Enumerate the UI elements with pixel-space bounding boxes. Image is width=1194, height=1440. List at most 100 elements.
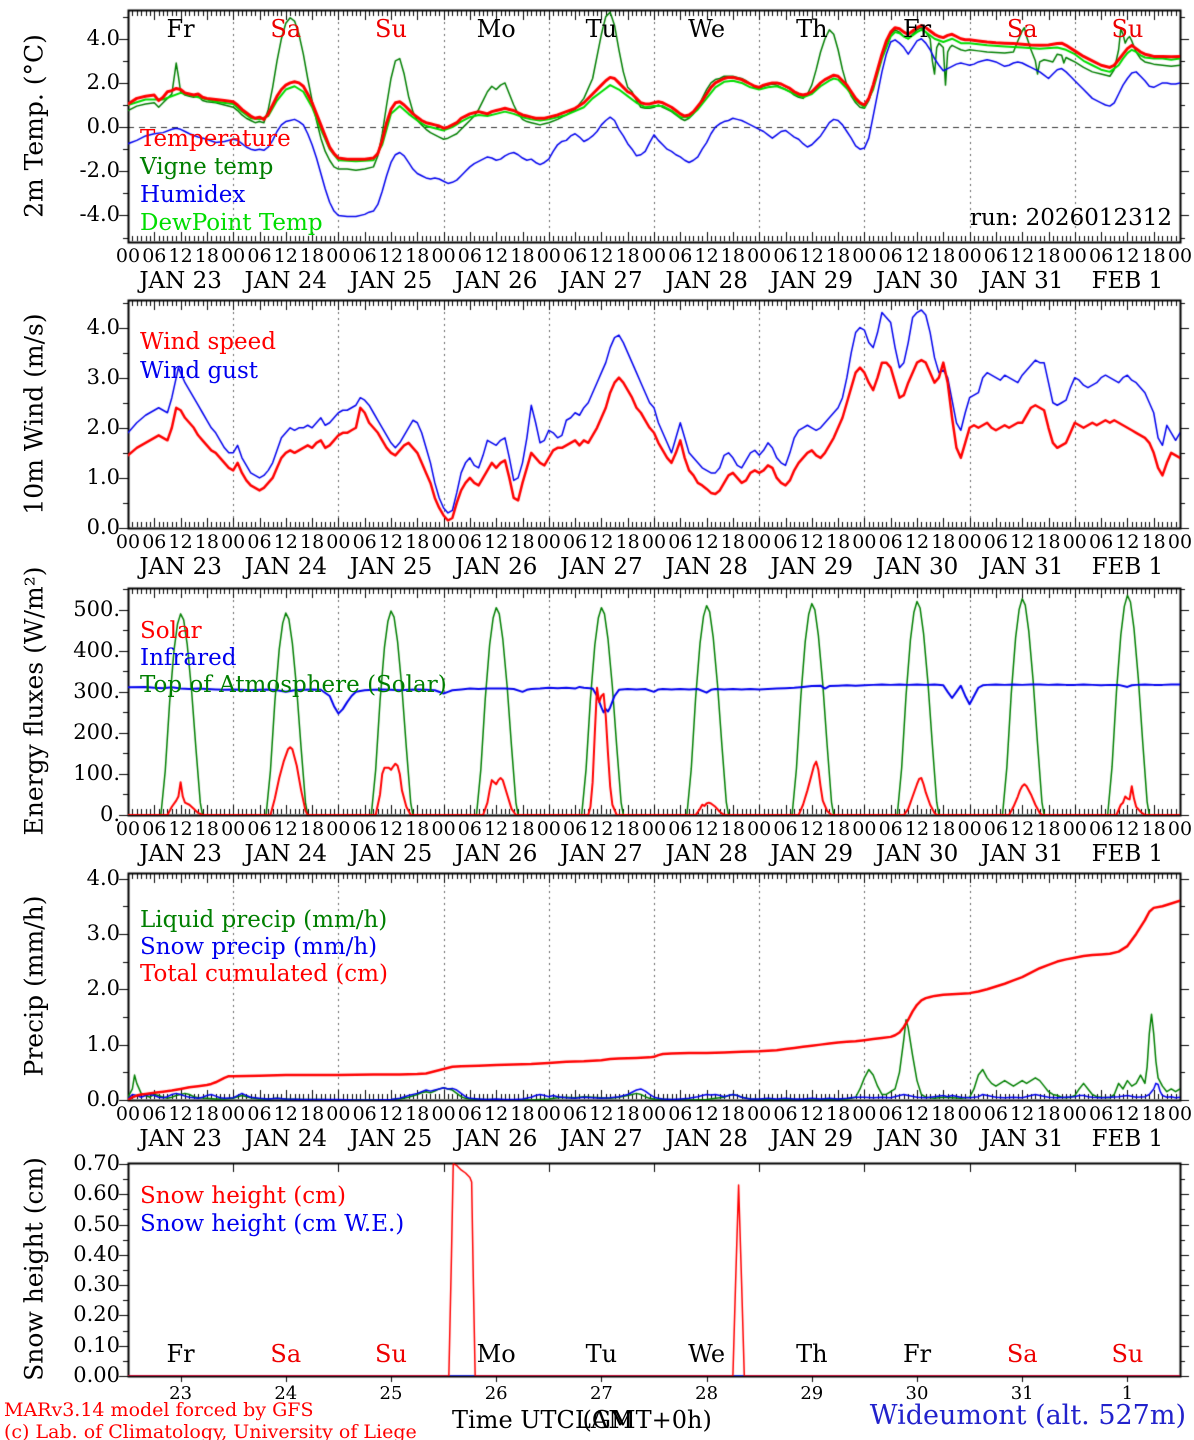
hour-label: 06 [457, 1103, 482, 1125]
hour-label: 18 [1036, 818, 1061, 840]
date-label: JAN 23 [139, 554, 222, 580]
hour-label: 18 [931, 1103, 956, 1125]
hour-label: 06 [563, 1103, 588, 1125]
date-label: JAN 31 [980, 268, 1064, 294]
hour-label: 12 [694, 1103, 719, 1125]
hour-label: 00 [1062, 245, 1087, 267]
hour-label: 18 [720, 531, 745, 553]
date-label: JAN 24 [244, 268, 328, 294]
date-label: JAN 28 [665, 554, 748, 580]
hour-label: 00 [1167, 245, 1193, 267]
hour-label: 12 [799, 245, 824, 267]
hour-label: 00 [641, 1103, 667, 1125]
date-label: JAN 31 [980, 1126, 1064, 1152]
hour-label: 06 [1089, 531, 1114, 553]
hour-label: 12 [799, 818, 824, 840]
hour-label: 00 [536, 245, 561, 267]
hour-label: 12 [273, 531, 298, 553]
weekday-label: We [688, 1340, 726, 1368]
y-tick-label: 1.0 [86, 1031, 120, 1056]
date-label: JAN 29 [770, 268, 854, 294]
legend-wind-speed: Wind speed [140, 329, 276, 355]
y-tick-label: 2.0 [86, 69, 120, 94]
date-label: JAN 27 [560, 841, 643, 867]
hour-label: 12 [1115, 531, 1140, 553]
hour-label: 18 [1036, 531, 1061, 553]
day-number-label: 24 [274, 1383, 298, 1404]
hour-label: 18 [826, 1103, 851, 1125]
hour-label: 12 [694, 818, 719, 840]
hour-label: 00 [536, 1103, 561, 1125]
date-label: JAN 26 [454, 268, 538, 294]
hour-label: 12 [799, 1103, 824, 1125]
hour-label: 12 [1115, 818, 1140, 840]
y-tick-label: 3.0 [86, 364, 120, 389]
weekday-label: Tu [585, 1340, 618, 1368]
date-label: JAN 27 [560, 268, 643, 294]
day-number-label: 29 [800, 1383, 824, 1404]
y-tick-label: -2.0 [79, 158, 121, 183]
y-tick-label: 400. [73, 637, 120, 662]
hour-label: 18 [510, 818, 535, 840]
legend-infrared: Infrared [140, 645, 237, 671]
hour-label: 12 [1010, 818, 1035, 840]
hour-label: 00 [1167, 1103, 1193, 1125]
hour-label: 18 [1036, 245, 1061, 267]
date-label: JAN 28 [665, 841, 748, 867]
hour-label: 06 [142, 245, 167, 267]
weekday-label: Sa [270, 1340, 302, 1368]
hour-label: 06 [457, 245, 482, 267]
weekday-label: Su [1111, 1340, 1144, 1368]
y-tick-label: 4.0 [86, 865, 120, 890]
y-axis-title-snow-height: Snow height (cm) [19, 1157, 49, 1381]
date-label: JAN 24 [244, 554, 328, 580]
hour-label: 00 [1167, 531, 1193, 553]
y-axis-title-energy-fluxes: Energy fluxes (W/m²) [19, 566, 49, 836]
hour-label: 12 [589, 245, 614, 267]
hour-label: 12 [378, 531, 404, 553]
legend-liquid-precip-mm-h-: Liquid precip (mm/h) [140, 907, 388, 933]
date-label: JAN 24 [244, 1126, 328, 1152]
hour-label: 12 [273, 818, 298, 840]
date-label: JAN 29 [770, 554, 854, 580]
hour-label: 18 [615, 531, 640, 553]
hour-label: 00 [326, 531, 351, 553]
hour-label: 06 [878, 531, 903, 553]
hour-label: 12 [904, 1103, 930, 1125]
hour-label: 00 [957, 818, 982, 840]
hour-label: 06 [983, 245, 1008, 267]
y-tick-label: 0.20 [73, 1302, 120, 1327]
hour-label: 00 [641, 245, 667, 267]
weekday-label: Mo [476, 15, 516, 43]
hour-label: 06 [352, 531, 377, 553]
hour-label: 12 [378, 1103, 404, 1125]
hour-label: 06 [773, 1103, 798, 1125]
date-label: JAN 27 [560, 1126, 643, 1152]
date-label: JAN 29 [770, 1126, 854, 1152]
weekday-label: Su [375, 1340, 407, 1368]
legend-snow-height-cm-w-e-: Snow height (cm W.E.) [140, 1211, 405, 1237]
date-label: JAN 25 [349, 268, 433, 294]
hour-label: 18 [194, 818, 219, 840]
hour-label: 00 [747, 818, 772, 840]
hour-label: 00 [326, 818, 351, 840]
legend-humidex: Humidex [140, 182, 246, 208]
hour-label: 06 [457, 818, 482, 840]
weekday-label: Sa [1006, 1340, 1038, 1368]
hour-label: 18 [826, 531, 851, 553]
legend-total-cumulated-cm-: Total cumulated (cm) [140, 961, 388, 987]
hour-label: 06 [247, 1103, 272, 1125]
hour-label: 00 [221, 531, 246, 553]
hour-label: 12 [904, 818, 930, 840]
hour-label: 00 [1062, 1103, 1087, 1125]
hour-label: 06 [352, 818, 377, 840]
date-label: FEB 1 [1091, 841, 1164, 867]
weekday-label: Tu [585, 15, 618, 43]
hour-label: 12 [1115, 1103, 1140, 1125]
hour-label: 12 [1010, 245, 1035, 267]
hour-label: 06 [1089, 245, 1114, 267]
weekday-label: Sa [1006, 15, 1038, 43]
hour-label: 06 [352, 1103, 377, 1125]
legend-snow-height-cm-: Snow height (cm) [140, 1183, 346, 1209]
